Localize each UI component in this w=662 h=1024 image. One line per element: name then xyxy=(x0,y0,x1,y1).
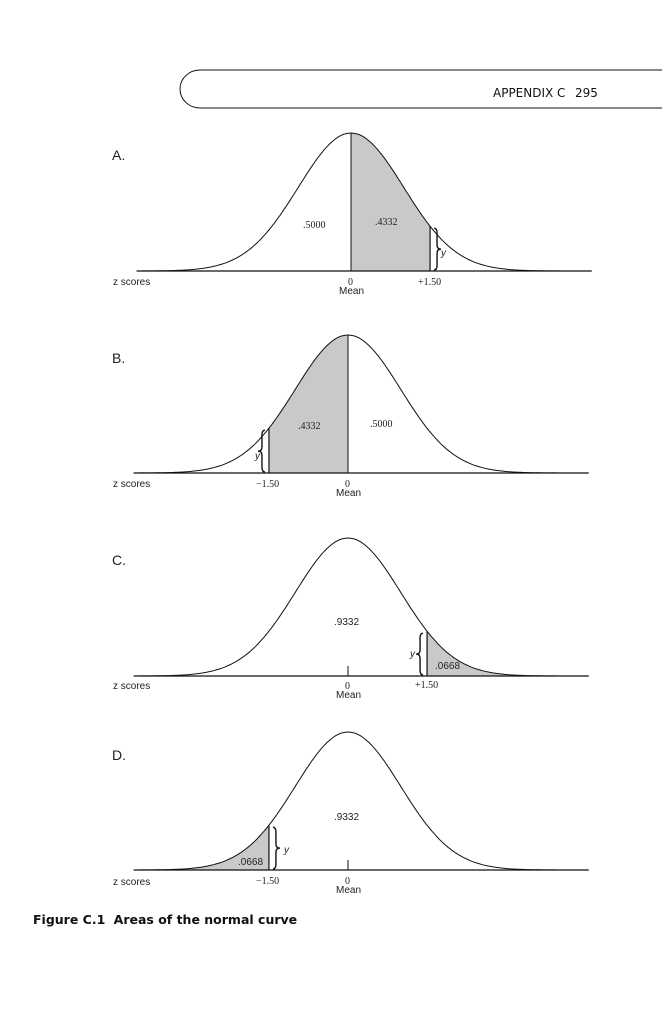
shaded-area xyxy=(268,335,348,473)
mean-tick-label: 0 xyxy=(345,479,350,490)
brace-icon xyxy=(257,429,266,473)
axis-label: z scores xyxy=(113,681,150,692)
normal-curve-c xyxy=(133,537,589,677)
z-tick-label: −1.50 xyxy=(256,876,279,887)
area-label-shaded: .4332 xyxy=(298,421,321,432)
area-label-shaded: .0668 xyxy=(238,857,263,868)
ordinate-label: y xyxy=(254,451,261,462)
running-header-frame xyxy=(179,69,662,109)
brace-icon xyxy=(272,826,280,870)
z-tick-label: +1.50 xyxy=(415,680,438,691)
normal-curve-line xyxy=(134,334,588,474)
area-label: .5000 xyxy=(370,419,393,430)
panel-label: A. xyxy=(112,147,125,163)
brace-icon xyxy=(433,227,442,271)
axis-label: z scores xyxy=(113,479,150,490)
mean-label: Mean xyxy=(339,286,364,297)
normal-curve-line xyxy=(137,132,591,272)
ordinate-label: y xyxy=(283,845,290,856)
normal-curve-line xyxy=(134,537,588,677)
z-tick-label: −1.50 xyxy=(256,479,279,490)
brace-icon xyxy=(416,632,424,676)
running-header-section: APPENDIX C xyxy=(493,86,565,100)
figure-number: Figure C.1 xyxy=(33,912,105,927)
normal-curve-d xyxy=(133,731,589,871)
area-label: .9332 xyxy=(334,812,359,823)
panel-label: B. xyxy=(112,350,125,366)
shaded-area xyxy=(134,825,269,870)
panel-label: C. xyxy=(112,552,126,568)
figure-title: Areas of the normal curve xyxy=(114,912,297,927)
z-tick-label: +1.50 xyxy=(418,277,441,288)
normal-curve-line xyxy=(134,731,588,871)
panel-b: B. .4332 .5000 y z scores 0 Mean −1.50 xyxy=(112,334,589,499)
mean-tick-label: 0 xyxy=(348,277,353,288)
axis-label: z scores xyxy=(113,877,150,888)
ordinate-label: y xyxy=(409,649,416,660)
mean-label: Mean xyxy=(336,488,361,499)
normal-curve-a xyxy=(136,132,592,272)
mean-tick-label: 0 xyxy=(345,681,350,692)
shaded-area xyxy=(351,133,431,271)
panel-a: A. .5000 .4332 y z scores 0 Mean +1.50 xyxy=(112,132,592,297)
panel-c: C. .9332 .0668 y z scores 0 Mean +1.50 xyxy=(112,537,589,701)
panel-d: D. .9332 .0668 y z scores 0 Mean −1.50 xyxy=(112,731,589,896)
area-label-shaded: .4332 xyxy=(375,217,398,228)
axis-label: z scores xyxy=(113,277,150,288)
figure-caption: Figure C.1 Areas of the normal curve xyxy=(33,912,297,927)
area-label-shaded: .0668 xyxy=(435,661,460,672)
area-label: .9332 xyxy=(334,617,359,628)
mean-label: Mean xyxy=(336,690,361,701)
page-number: 295 xyxy=(575,86,598,100)
area-label: .5000 xyxy=(303,220,326,231)
panel-label: D. xyxy=(112,747,126,763)
normal-curve-b xyxy=(133,334,589,474)
mean-tick-label: 0 xyxy=(345,876,350,887)
ordinate-label: y xyxy=(440,248,447,259)
mean-label: Mean xyxy=(336,885,361,896)
shaded-area xyxy=(427,631,588,676)
